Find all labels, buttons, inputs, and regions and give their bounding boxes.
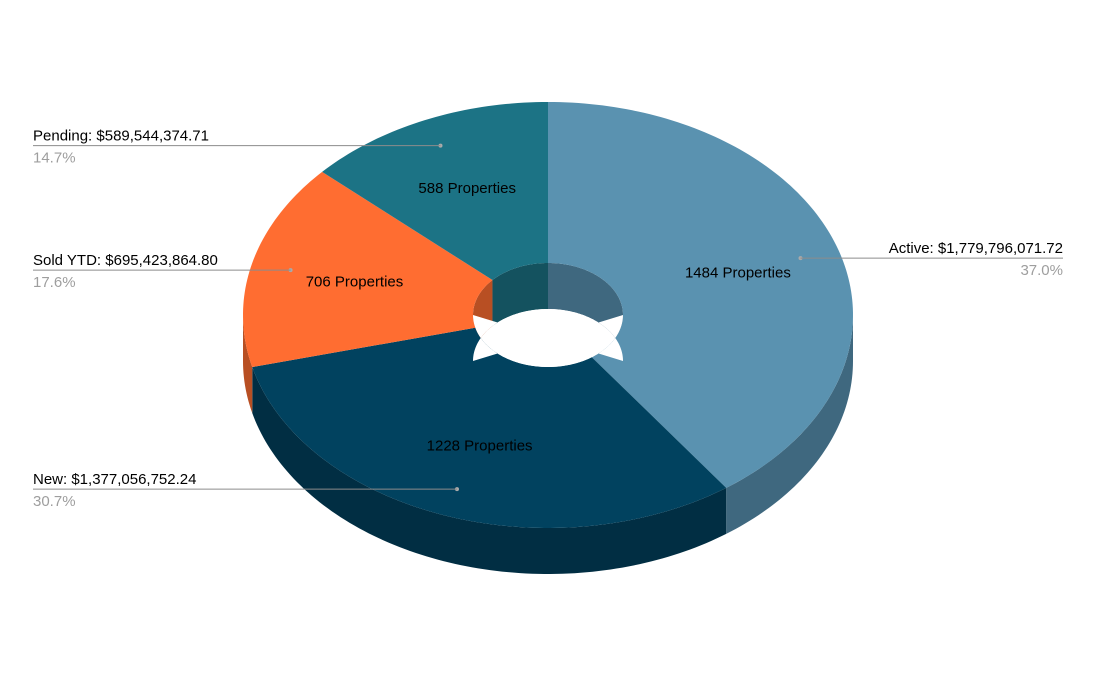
callout-percent-label: 17.6%	[33, 274, 76, 291]
slice-labels: 1484 Properties 1228 Properties 706 Proper…	[306, 180, 791, 455]
slice-side-sold-ytd	[243, 315, 253, 414]
slice-side-new	[252, 367, 727, 574]
callout-value-label: Pending: $589,544,374.71	[33, 128, 209, 145]
callout-percent-label: 14.7%	[33, 150, 76, 167]
callout-percent-label: 37.0%	[1020, 262, 1063, 279]
callout-value-label: Active: $1,779,796,071.72	[889, 240, 1063, 257]
callout-value-label: Sold YTD: $695,423,864.80	[33, 252, 218, 269]
legend-callouts: Active: $1,779,796,071.72 37.0% New: $1,37…	[33, 128, 1063, 510]
slice-sold-ytd	[243, 171, 493, 368]
pie-tops	[243, 102, 853, 528]
slice-pending	[322, 102, 548, 281]
slice-side-active	[726, 315, 853, 534]
donut-hole	[473, 309, 623, 367]
slice-count-label: 1228 Properties	[427, 438, 533, 455]
slice-count-label: 588 Properties	[418, 180, 516, 197]
callout-value-label: New: $1,377,056,752.24	[33, 471, 196, 488]
callout-percent-label: 30.7%	[33, 493, 76, 510]
slice-inner-active	[548, 263, 623, 361]
slice-active	[548, 102, 853, 488]
slice-count-label: 1484 Properties	[685, 264, 791, 281]
slice-count-label: 706 Properties	[306, 273, 404, 290]
slice-new	[252, 327, 727, 528]
slice-inner-pending	[492, 263, 548, 327]
